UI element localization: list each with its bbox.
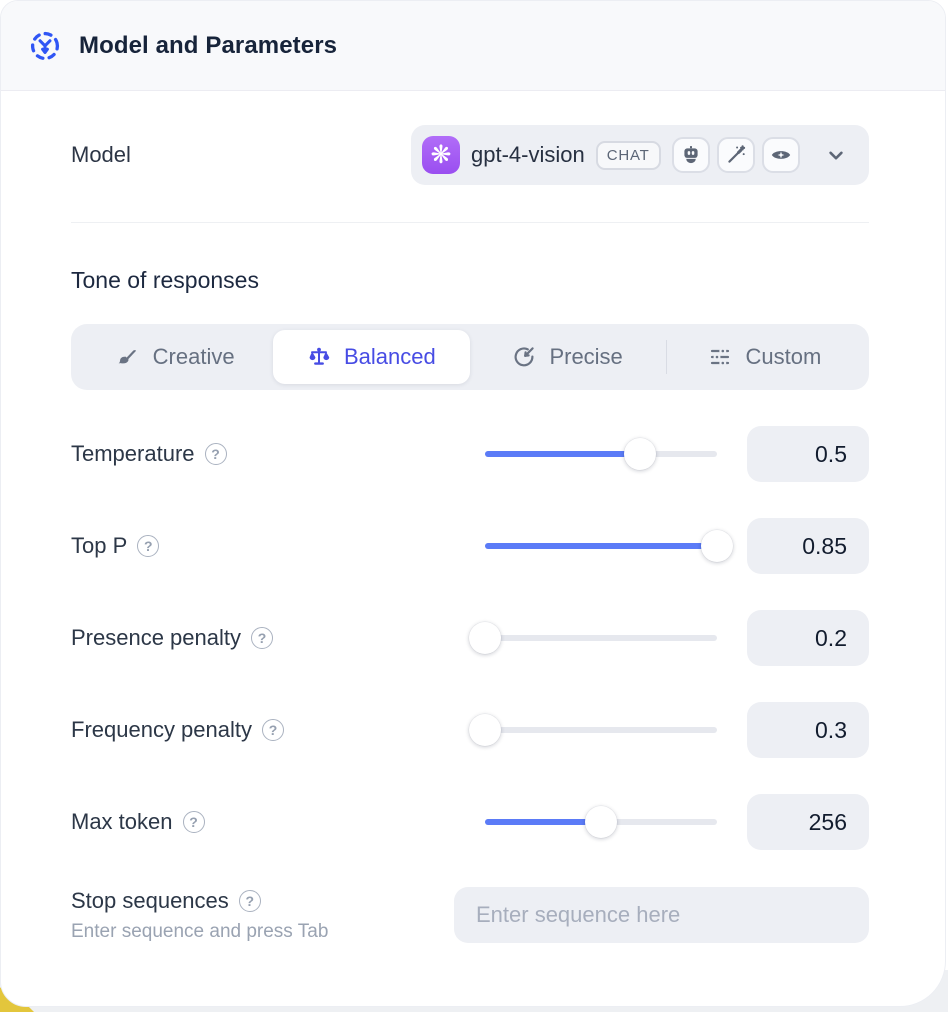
parameter-row-max-token: Max token ? 256 [71,794,869,850]
page-title: Model and Parameters [79,31,338,59]
temperature-value[interactable]: 0.5 [747,426,869,482]
parameter-label: Max token [71,809,173,834]
tone-option-balanced[interactable]: Balanced [273,330,470,384]
model-row: Model ❋ gpt-4-vision CHAT [71,125,869,185]
balance-scale-icon [309,347,330,365]
tone-option-creative[interactable]: Creative [77,330,273,384]
model-select-dropdown[interactable]: ❋ gpt-4-vision CHAT [411,125,869,185]
temperature-slider[interactable] [485,438,717,470]
selected-model-name: gpt-4-vision [471,142,585,167]
help-icon[interactable]: ? [204,443,227,465]
parameter-row-top-p: Top P ? 0.85 [71,518,869,574]
help-icon[interactable]: ? [137,535,160,557]
model-type-badge: CHAT [595,140,661,170]
slider-thumb[interactable] [469,622,501,654]
frequency-penalty-slider[interactable] [469,714,717,746]
parameter-label: Top P [71,533,128,558]
max-token-value[interactable]: 256 [747,794,869,850]
stop-sequences-hint: Enter sequence and press Tab [71,920,329,942]
section-divider [71,222,869,223]
slider-thumb[interactable] [701,530,733,562]
tone-divider [665,340,667,374]
slider-fill [485,451,641,457]
magic-wand-icon [716,137,755,173]
target-icon [515,347,535,367]
max-token-slider[interactable] [485,806,717,838]
help-icon[interactable]: ? [262,719,284,741]
tone-option-precise[interactable]: Precise [470,330,666,384]
help-icon[interactable]: ? [251,627,273,649]
slider-thumb[interactable] [585,806,617,838]
slider-fill [485,819,601,825]
model-ai-icon [29,30,61,62]
sliders-icon [711,347,730,367]
top-p-value[interactable]: 0.85 [747,518,869,574]
paintbrush-icon [118,350,136,364]
parameter-row-presence-penalty: Presence penalty ? 0.2 [71,610,869,666]
tone-segmented-control: Creative Balanced Pre [71,324,869,390]
slider-fill [485,543,717,549]
presence-penalty-slider[interactable] [469,622,717,654]
help-icon[interactable]: ? [238,889,261,912]
model-label: Model [71,142,131,167]
tone-option-label: Precise [549,344,623,369]
stop-sequences-row: Stop sequences ? Enter sequence and pres… [71,887,869,943]
robot-icon [671,137,710,173]
presence-penalty-value[interactable]: 0.2 [747,610,869,666]
parameter-row-frequency-penalty: Frequency penalty ? 0.3 [71,702,869,758]
tone-option-label: Creative [152,344,235,369]
tone-option-custom[interactable]: Custom [667,330,863,384]
top-p-slider[interactable] [485,530,733,562]
slider-track[interactable] [485,727,717,733]
slider-track[interactable] [485,635,717,641]
openai-logo-icon: ❋ [422,136,460,174]
panel-header: Model and Parameters [1,1,945,91]
tone-option-label: Custom [745,344,822,369]
stop-sequences-label: Stop sequences [71,887,229,913]
parameter-label: Temperature [71,441,195,466]
slider-thumb[interactable] [624,438,657,470]
frequency-penalty-value[interactable]: 0.3 [747,702,869,758]
parameter-label: Presence penalty [71,625,241,650]
chevron-down-icon[interactable] [823,142,849,168]
slider-thumb[interactable] [469,714,501,746]
vision-eye-icon [761,137,800,173]
parameter-label: Frequency penalty [71,717,252,742]
model-capability-badges [671,137,800,173]
tone-section-title: Tone of responses [71,267,259,293]
parameter-row-temperature: Temperature ? 0.5 [71,426,869,482]
stop-sequence-input[interactable] [454,887,869,943]
help-icon[interactable]: ? [182,811,205,833]
tone-option-label: Balanced [344,344,436,369]
